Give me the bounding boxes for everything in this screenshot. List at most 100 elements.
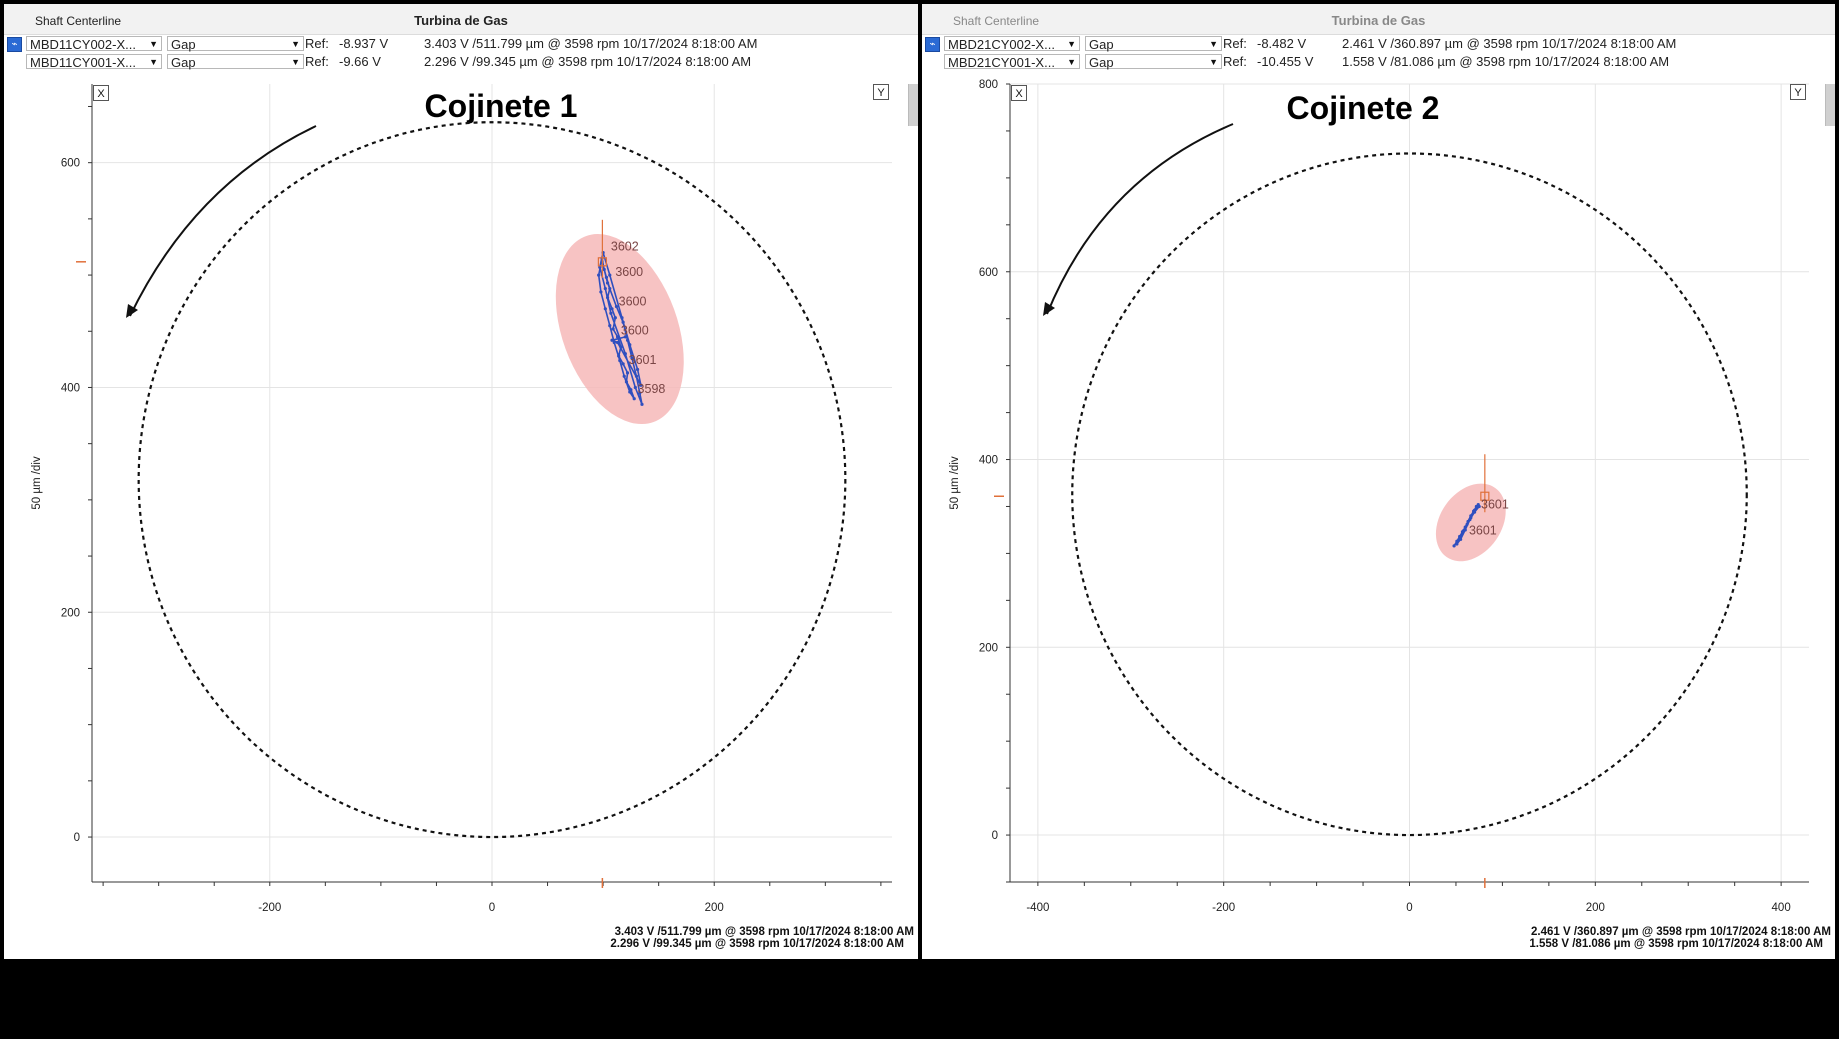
chevron-down-icon: ▼ [291, 39, 300, 49]
orbit-point [625, 338, 630, 342]
orbit-point [632, 397, 636, 401]
chevron-down-icon: ▼ [149, 39, 158, 49]
chevron-down-icon: ▼ [149, 57, 158, 67]
y-tick-label: 800 [979, 79, 998, 91]
orbit-point [608, 286, 612, 291]
machine-title: Turbina de Gas [1331, 13, 1426, 28]
y-tick-label: 600 [979, 267, 998, 279]
chart-heading: Cojinete 1 [425, 88, 578, 124]
channel-select[interactable]: MBD11CY002-X... ▼ [26, 36, 162, 52]
channel-select[interactable]: MBD11CY001-X... ▼ [26, 54, 162, 70]
orbit-point [628, 343, 632, 347]
measure-type-select[interactable]: Gap ▼ [1085, 54, 1222, 70]
orbit-point [639, 383, 643, 387]
footer-readout: 2.461 V /360.897 µm @ 3598 rpm 10/17/202… [1529, 926, 1831, 950]
rotation-arrowhead [1043, 302, 1055, 316]
y-tick-label: 200 [61, 607, 80, 619]
orbit-point [618, 358, 622, 363]
y-axis-button[interactable]: Y [1790, 84, 1806, 100]
footer-line: 2.296 V /99.345 µm @ 3598 rpm 10/17/2024… [610, 938, 904, 950]
trend-icon[interactable]: ⌁ [7, 37, 22, 52]
rpm-annotation: 3601 [1481, 497, 1509, 511]
rpm-annotation: 3600 [615, 265, 643, 279]
scrollbar[interactable] [908, 84, 918, 126]
x-axis-button[interactable]: X [1011, 85, 1027, 101]
orbit-point [608, 324, 612, 328]
orbit-point [622, 374, 626, 378]
orbit-point [1455, 542, 1459, 546]
orbit-point [620, 316, 624, 320]
y-tick-label: 200 [979, 642, 998, 654]
orbit-point [605, 281, 610, 285]
x-axis-button[interactable]: X [93, 85, 109, 101]
orbit-point [623, 352, 627, 356]
measure-type-select[interactable]: Gap ▼ [167, 54, 304, 70]
y-axis-button[interactable]: Y [873, 84, 889, 100]
orbit-point [605, 295, 610, 300]
orbit-point [608, 273, 612, 277]
channel-select[interactable]: MBD21CY002-X... ▼ [944, 36, 1080, 52]
x-tick-label: -200 [1212, 902, 1235, 914]
orbit-point [619, 345, 623, 349]
measure-type-select[interactable]: Gap ▼ [167, 36, 304, 52]
orbit-point [609, 311, 613, 315]
channel-reading: 1.558 V /81.086 µm @ 3598 rpm 10/17/2024… [1342, 54, 1670, 69]
orbit-point [634, 374, 639, 378]
orbit-point [1463, 528, 1467, 532]
orbit-point [638, 391, 642, 395]
shaft-centerline-panel-1: Shaft Centerline Turbina de Gas ⌁ MBD11C… [4, 4, 918, 959]
scrollbar[interactable] [1825, 84, 1835, 126]
orbit-point [613, 316, 617, 320]
orbit-point [624, 380, 629, 384]
chart-heading: Cojinete 2 [1287, 90, 1440, 126]
ref-value: -10.455 V [1257, 54, 1314, 69]
ref-label: Ref: [305, 54, 329, 69]
orbit-point [621, 362, 625, 366]
y-tick-label: 0 [74, 832, 80, 844]
ref-label: Ref: [1223, 54, 1247, 69]
chevron-down-icon: ▼ [1209, 57, 1218, 67]
trend-icon[interactable]: ⌁ [925, 37, 940, 52]
orbit-point [635, 367, 640, 372]
footer-line: 3.403 V /511.799 µm @ 3598 rpm 10/17/202… [614, 926, 914, 938]
rpm-annotation: 3601 [629, 353, 657, 367]
orbit-point [623, 335, 627, 339]
position-spread-ellipse [1435, 483, 1506, 562]
footer-line: 2.461 V /360.897 µm @ 3598 rpm 10/17/202… [1531, 926, 1831, 938]
machine-title: Turbina de Gas [414, 13, 508, 28]
y-tick-label: 600 [61, 158, 80, 170]
ref-value: -8.482 V [1257, 36, 1307, 51]
orbit-point [615, 340, 620, 345]
rotation-arrowhead [126, 304, 138, 318]
footer-line: 1.558 V /81.086 µm @ 3598 rpm 10/17/2024… [1529, 938, 1823, 950]
ref-label: Ref: [1223, 36, 1247, 51]
orbit-point [621, 320, 625, 324]
position-spread-ellipse [555, 233, 684, 425]
orbit-point [602, 267, 606, 272]
x-tick-label: -400 [1026, 902, 1049, 914]
orbit-point [597, 273, 601, 277]
orbit-point [1455, 539, 1459, 543]
orbit-point [617, 354, 621, 358]
shaft-centerline-panel-2: Shaft Centerline Turbina de Gas ⌁ MBD21C… [922, 4, 1835, 959]
y-axis-label: 50 µm /div [949, 456, 961, 510]
x-tick-label: 0 [489, 902, 495, 914]
rotation-arrow [1046, 123, 1234, 315]
orbit-point [603, 307, 607, 311]
channel-select[interactable]: MBD21CY001-X... ▼ [944, 54, 1080, 70]
y-axis-label: 50 µm /div [31, 456, 43, 510]
orbit-point [1458, 537, 1463, 541]
window-title: Shaft Centerline [953, 14, 1040, 28]
orbit-point [614, 304, 619, 309]
orbit-point [603, 286, 607, 291]
orbit-point [1472, 510, 1477, 514]
orbit-point [628, 390, 632, 394]
window-title-bar: Shaft Centerline Turbina de Gas [4, 4, 918, 35]
rpm-annotation: 3601 [1469, 524, 1497, 538]
x-tick-label: 200 [1586, 902, 1605, 914]
y-tick-label: 400 [61, 382, 80, 394]
orbit-point [640, 402, 644, 406]
orbit-point [1465, 522, 1469, 526]
orbit-point [625, 371, 630, 375]
measure-type-select[interactable]: Gap ▼ [1085, 36, 1222, 52]
